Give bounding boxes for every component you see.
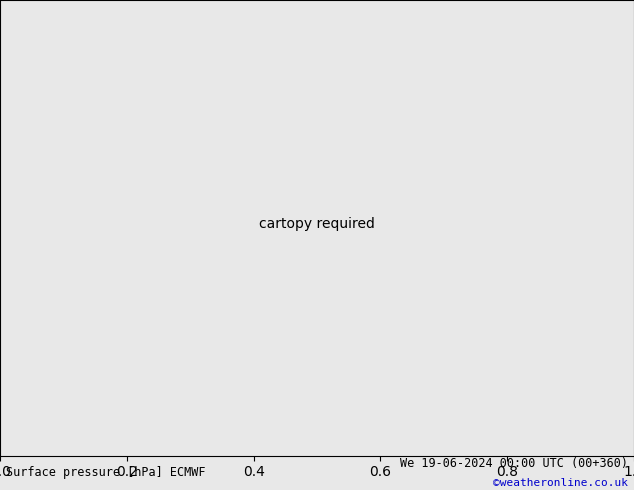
Text: We 19-06-2024 00:00 UTC (00+360): We 19-06-2024 00:00 UTC (00+360) xyxy=(399,457,628,470)
Text: ©weatheronline.co.uk: ©weatheronline.co.uk xyxy=(493,478,628,488)
Text: cartopy required: cartopy required xyxy=(259,217,375,231)
Text: Surface pressure [hPa] ECMWF: Surface pressure [hPa] ECMWF xyxy=(6,466,206,479)
